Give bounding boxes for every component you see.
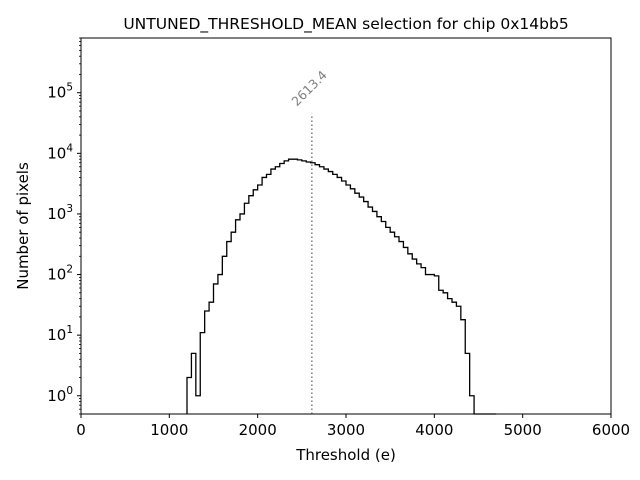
chart-title: UNTUNED_THRESHOLD_MEAN selection for chi… [123, 15, 568, 34]
x-tick-label: 6000 [592, 421, 630, 439]
y-tick-label: 103 [47, 203, 73, 223]
x-axis-label: Threshold (e) [295, 446, 396, 464]
y-tick-label: 105 [47, 82, 73, 102]
y-tick-label: 101 [47, 324, 73, 344]
y-tick-label: 100 [47, 385, 73, 405]
y-axis-label: Number of pixels [14, 162, 32, 290]
y-tick-label: 102 [47, 264, 73, 284]
x-axis: 0 1000 2000 3000 4000 5000 6000 [76, 414, 630, 439]
y-axis: 100 101 102 103 104 105 [47, 37, 81, 415]
x-tick-label: 2000 [239, 421, 277, 439]
histogram-step-line [186, 158, 497, 415]
x-tick-label: 4000 [415, 421, 453, 439]
x-tick-label: 0 [76, 421, 86, 439]
x-tick-label: 3000 [327, 421, 365, 439]
x-tick-label: 5000 [504, 421, 542, 439]
x-tick-label: 1000 [150, 421, 188, 439]
y-tick-label: 104 [47, 142, 73, 162]
